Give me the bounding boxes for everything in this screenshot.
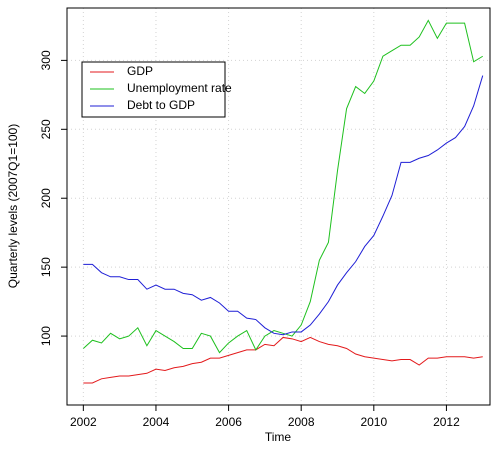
legend-label: GDP	[127, 64, 153, 78]
x-tick-label: 2010	[360, 415, 387, 429]
y-tick-label: 300	[39, 50, 53, 70]
x-tick-label: 2008	[288, 415, 315, 429]
y-tick-label: 250	[39, 119, 53, 139]
x-tick-label: 2006	[215, 415, 242, 429]
y-axis-label: Quarterly levels (2007Q1=100)	[6, 124, 20, 288]
series-line	[83, 19, 483, 354]
series-line	[83, 75, 484, 336]
x-tick-label: 2004	[143, 415, 170, 429]
y-tick-label: 200	[39, 188, 53, 208]
x-axis-label: Time	[265, 430, 292, 444]
x-tick-label: 2012	[433, 415, 460, 429]
series-line	[83, 336, 483, 384]
x-tick-label: 2002	[70, 415, 97, 429]
legend-label: Unemployment rate	[127, 81, 232, 95]
legend-label: Debt to GDP	[127, 98, 195, 112]
y-tick-label: 150	[39, 257, 53, 277]
plot-frame	[66, 7, 491, 406]
y-tick-label: 100	[39, 326, 53, 346]
